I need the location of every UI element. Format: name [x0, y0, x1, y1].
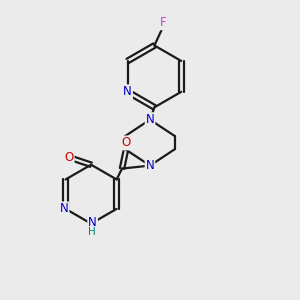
Text: N: N — [88, 216, 97, 229]
Text: F: F — [160, 16, 166, 29]
Text: N: N — [146, 159, 154, 172]
Text: N: N — [60, 202, 68, 215]
Text: O: O — [122, 136, 131, 149]
Text: O: O — [64, 151, 74, 164]
Text: H: H — [88, 227, 96, 237]
Text: N: N — [123, 85, 132, 98]
Text: N: N — [146, 113, 154, 126]
